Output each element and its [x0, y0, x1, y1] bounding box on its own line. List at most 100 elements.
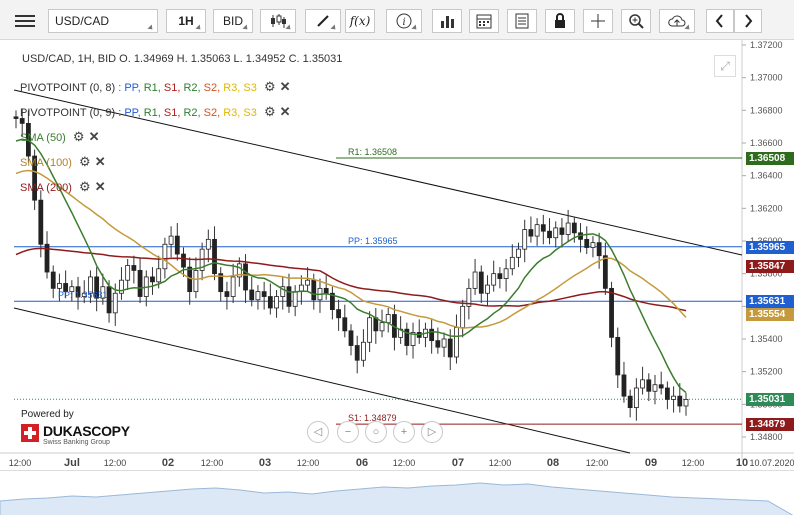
menu-icon[interactable] — [10, 12, 40, 32]
candle — [646, 379, 652, 392]
candle — [404, 328, 410, 346]
volume-icon[interactable] — [432, 9, 462, 33]
pivot-legend-item: R2, — [183, 107, 204, 119]
expand-icon[interactable]: ⤢ — [714, 55, 736, 77]
sma-50-line — [15, 138, 687, 394]
candle — [267, 296, 273, 309]
candle — [559, 227, 565, 235]
cloud-upload-icon[interactable] — [659, 9, 695, 33]
crosshair-icon[interactable] — [583, 9, 613, 33]
info-icon[interactable]: i — [386, 9, 422, 33]
candle — [522, 229, 528, 250]
dukascopy-logo: DUKASCOPY Swiss Banking Group — [21, 423, 131, 447]
calendar-icon[interactable] — [469, 9, 499, 33]
candle — [75, 286, 81, 297]
candle — [367, 317, 373, 343]
pivot-level-label: R1: 1.36508 — [348, 147, 398, 158]
candle — [236, 263, 242, 278]
price-chart[interactable]: 1.37200 1.37000 1.36800 1.36600 1.36400 1.362… — [0, 40, 794, 470]
fx-icon[interactable]: f(x) — [345, 9, 375, 33]
close-icon[interactable]: ✕ — [94, 179, 106, 194]
scroll-right-button[interactable]: ▷ — [421, 421, 443, 443]
candle — [671, 395, 676, 400]
x-tick-label: 02 — [162, 457, 174, 469]
candles-icon[interactable] — [260, 9, 296, 33]
channel-lower-line — [13, 307, 631, 454]
pivot-legend: : PP, R1, S1, R2, S2, R3, S3 — [118, 82, 260, 94]
candle — [516, 248, 521, 258]
y-tick-label: 1.34800 — [750, 432, 783, 442]
close-icon[interactable]: ✕ — [279, 104, 291, 119]
indicator-label: PIVOTPOINT (0, 9) — [20, 107, 116, 119]
sma-200-line — [15, 247, 687, 312]
candle — [609, 287, 614, 338]
gear-icon[interactable]: ⚙ — [79, 179, 91, 194]
close-icon[interactable]: ✕ — [279, 79, 291, 94]
powered-by: Powered by — [21, 409, 74, 420]
zoom-in-button[interactable]: + — [393, 421, 415, 443]
x-tick-label: 12:00 — [489, 458, 512, 468]
x-tick-label: 12:00 — [586, 458, 609, 468]
lock-icon[interactable] — [545, 9, 575, 33]
candle — [466, 287, 472, 307]
candle — [311, 279, 317, 301]
gear-icon[interactable]: ⚙ — [72, 129, 85, 144]
candle — [596, 242, 602, 257]
scroll-left-button[interactable]: ◁ — [307, 421, 329, 443]
candle — [361, 341, 366, 361]
candle — [224, 291, 230, 297]
indicator-label: SMA (50) — [20, 132, 66, 144]
pivot-legend-item: R3, — [223, 107, 244, 119]
y-tick-label: 1.36400 — [750, 171, 783, 181]
candle — [472, 271, 478, 289]
candle — [410, 332, 416, 346]
x-tick-label: 09 — [645, 457, 657, 469]
indicator-pivot-9: PIVOTPOINT (0, 9) : PP, R1, S1, R2, S2, … — [20, 104, 291, 120]
y-tick-label: 1.37000 — [750, 73, 783, 83]
timeframe-label: 1H — [178, 14, 194, 28]
candle — [255, 291, 261, 301]
next-icon[interactable] — [734, 9, 762, 33]
timeframe-select[interactable]: 1H — [166, 9, 206, 33]
candle — [249, 289, 255, 301]
gear-icon[interactable]: ⚙ — [79, 154, 91, 169]
candle — [57, 283, 62, 289]
candle — [119, 279, 124, 294]
candle — [94, 276, 100, 299]
zoom-icon[interactable] — [621, 9, 651, 33]
x-tick-label: 12:00 — [393, 458, 416, 468]
gear-icon[interactable]: ⚙ — [263, 79, 276, 94]
close-icon[interactable]: ✕ — [88, 129, 100, 144]
candle — [131, 265, 137, 271]
candle — [553, 227, 559, 239]
brand-sub: Swiss Banking Group — [43, 439, 110, 446]
pivot-legend-item: R1, — [143, 82, 164, 94]
price-tag: 1.35965 — [746, 240, 794, 254]
candle — [280, 286, 286, 297]
candle — [44, 243, 50, 273]
candle — [677, 395, 683, 407]
candle — [13, 116, 19, 119]
pivot-legend-item: S3 — [243, 107, 260, 119]
candle — [460, 305, 466, 328]
navigator-strip[interactable] — [0, 470, 794, 515]
x-tick-label: 12:00 — [201, 458, 224, 468]
pivot-legend-item: S3 — [243, 82, 260, 94]
candle — [50, 271, 56, 289]
price-type-select[interactable]: BID — [213, 9, 253, 33]
report-icon[interactable] — [507, 9, 537, 33]
price-tag: 1.35847 — [746, 259, 794, 273]
price-tag: 1.36508 — [746, 152, 794, 166]
pivot-level-label: PP: 1.35631 — [58, 290, 108, 301]
candle — [478, 271, 484, 294]
gear-icon[interactable]: ⚙ — [263, 104, 276, 119]
prev-icon[interactable] — [706, 9, 734, 33]
candle — [441, 338, 447, 348]
symbol-select[interactable]: USD/CAD — [48, 9, 158, 33]
candle — [497, 273, 503, 279]
zoom-reset-button[interactable]: ○ — [365, 421, 387, 443]
zoom-out-button[interactable]: − — [337, 421, 359, 443]
symbol-label: USD/CAD — [55, 14, 110, 28]
close-icon[interactable]: ✕ — [94, 154, 106, 169]
draw-icon[interactable] — [305, 9, 341, 33]
